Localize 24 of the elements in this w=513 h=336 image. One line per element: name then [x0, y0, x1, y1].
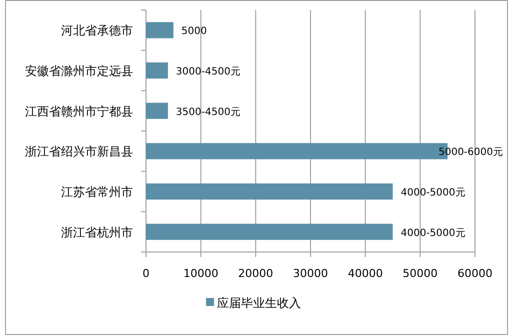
bar [146, 102, 168, 119]
x-tick-label: 0 [142, 267, 150, 280]
data-label: 4000-5000元 [400, 188, 466, 198]
y-tick-label: 江苏省常州市 [61, 185, 133, 199]
bar [146, 224, 393, 240]
x-tick-label: 40000 [348, 267, 383, 280]
data-label: 4000-5000元 [400, 228, 466, 239]
data-label: 3500-4500元 [176, 106, 240, 118]
data-label: 5000 [181, 26, 207, 38]
x-tick-label: 60000 [458, 267, 492, 280]
x-tick-label: 10000 [183, 267, 218, 280]
y-tick-label: 浙江省杭州市 [61, 225, 133, 240]
bar [146, 62, 168, 79]
x-tick-label: 30000 [293, 267, 328, 280]
x-tick-label: 20000 [238, 267, 274, 280]
y-tick-label: 江西省赣州市宁都县 [25, 104, 133, 118]
y-tick-label: 河北省承德市 [61, 24, 133, 38]
legend-label: 应届毕业生收入 [217, 296, 301, 310]
y-tick-label: 安徽省滁州市定远县 [25, 64, 133, 78]
data-label: 3000-4500元 [176, 66, 240, 78]
bar [146, 183, 393, 200]
x-tick-label: 50000 [402, 267, 438, 280]
bar [146, 22, 174, 38]
y-tick-label: 浙江省绍兴市新昌县 [25, 144, 133, 159]
